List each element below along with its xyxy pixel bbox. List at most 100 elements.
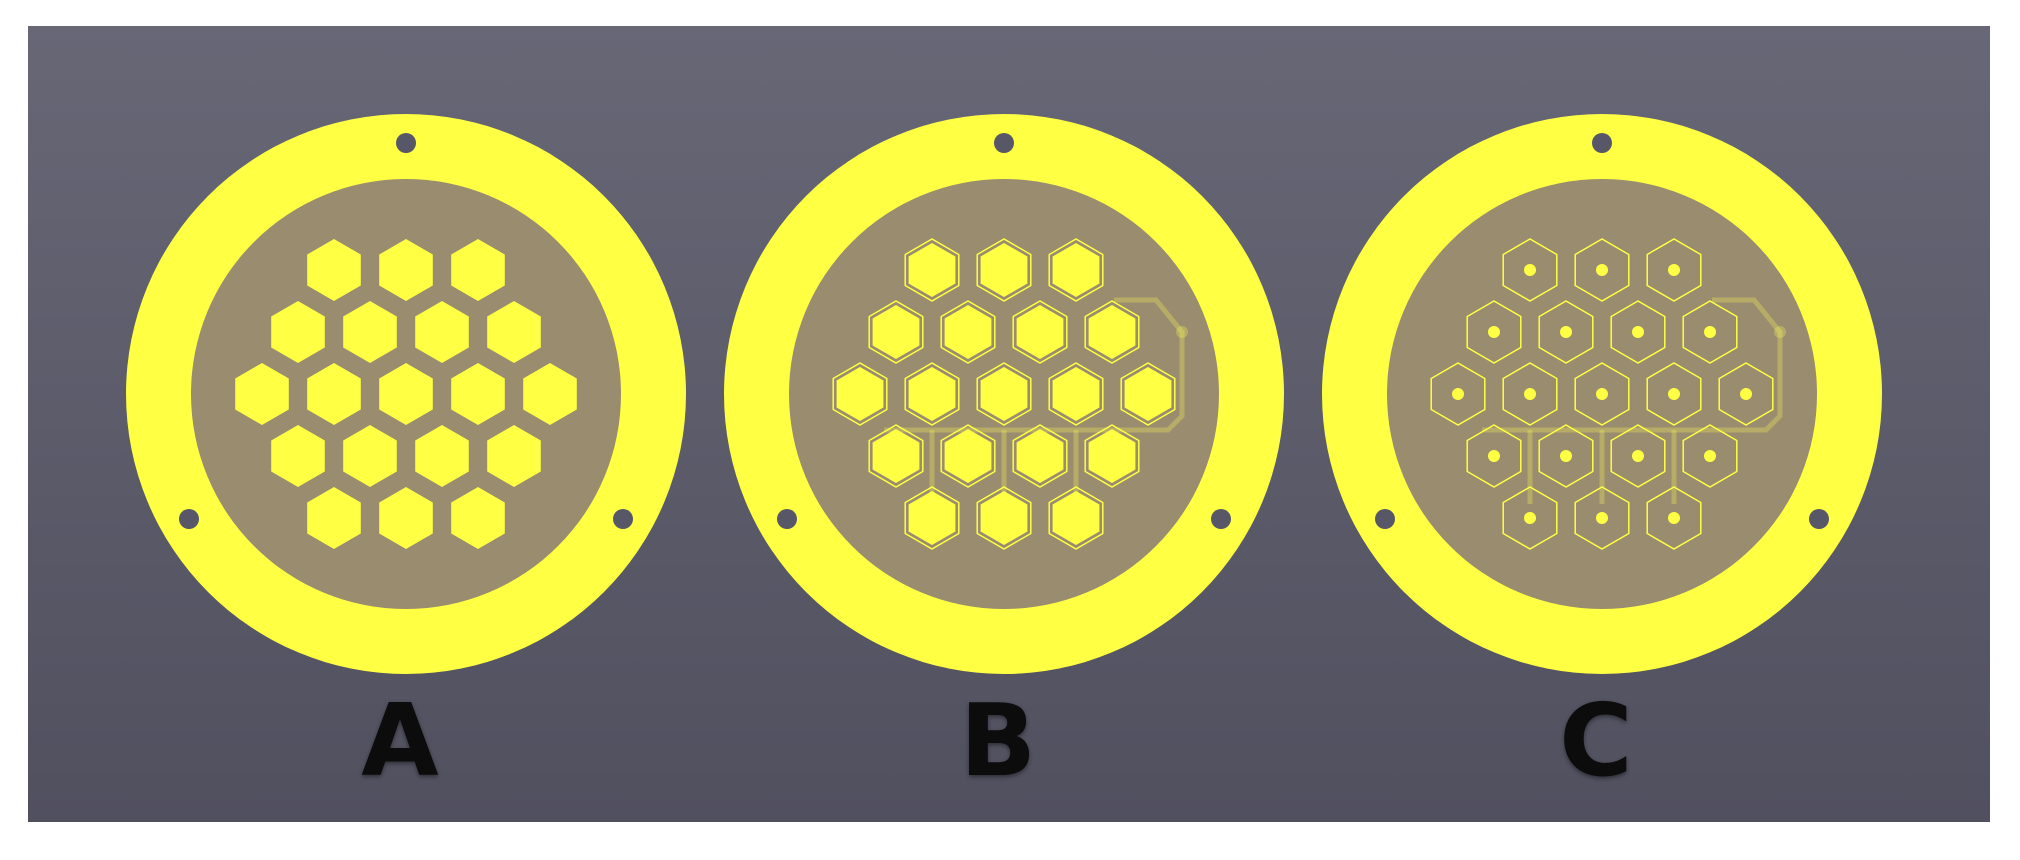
hex-cell: [343, 425, 397, 487]
hex-center-dot: [1524, 264, 1536, 276]
hex-center-dot: [1524, 512, 1536, 524]
hex-cell-outline: [1610, 300, 1666, 364]
hex-cell: [379, 363, 433, 425]
hex-cell-outline: [832, 362, 888, 426]
hex-cell-outline: [1682, 424, 1738, 488]
hex-cell: [1052, 491, 1100, 545]
hex-cell: [908, 243, 956, 297]
hex-cell-outline: [1538, 424, 1594, 488]
hex-cell-outline: [1646, 362, 1702, 426]
hex-center-dot: [1560, 326, 1572, 338]
hex-cell: [872, 429, 920, 483]
hex-center-dot: [1632, 450, 1644, 462]
hex-cell: [235, 363, 289, 425]
label-c: C: [1559, 682, 1633, 799]
diagram-board: [126, 114, 1882, 674]
mounting-hole: [1809, 509, 1829, 529]
hex-cell: [1016, 305, 1064, 359]
hex-cell-outline: [1574, 238, 1630, 302]
hex-cell-outline: [904, 486, 960, 550]
hex-cell-outline: [976, 238, 1032, 302]
plate-c: [1322, 114, 1882, 674]
hex-cell: [980, 491, 1028, 545]
plate-b: [724, 114, 1284, 674]
hex-cell-outline: [1646, 238, 1702, 302]
label-a: A: [361, 682, 439, 799]
hex-cell-outline: [904, 362, 960, 426]
hex-cell-outline: [1048, 238, 1104, 302]
hex-cell: [487, 301, 541, 363]
hex-center-dot: [1668, 388, 1680, 400]
hex-center-dot: [1452, 388, 1464, 400]
mounting-hole: [1592, 133, 1612, 153]
mounting-hole: [396, 133, 416, 153]
hex-cell-outline: [1430, 362, 1486, 426]
hex-cell: [415, 425, 469, 487]
hex-cell: [836, 367, 884, 421]
hex-center-dot: [1632, 326, 1644, 338]
hex-cell: [271, 425, 325, 487]
mounting-hole: [613, 509, 633, 529]
trace-node: [1176, 326, 1188, 338]
hex-cell-outline: [940, 424, 996, 488]
hex-cell-outline: [1610, 424, 1666, 488]
hex-cell: [980, 243, 1028, 297]
hex-cell: [451, 239, 505, 301]
hex-cell-outline: [868, 424, 924, 488]
hex-cell-outline: [904, 238, 960, 302]
hex-cell-outline: [1466, 424, 1522, 488]
hex-cell-outline: [1574, 362, 1630, 426]
mounting-hole: [994, 133, 1014, 153]
hex-cell: [307, 363, 361, 425]
hex-cell: [487, 425, 541, 487]
hex-center-dot: [1488, 326, 1500, 338]
trace-node: [1774, 326, 1786, 338]
hex-cell-outline: [1048, 362, 1104, 426]
hex-cell-outline: [1502, 486, 1558, 550]
hex-cell-outline: [1084, 424, 1140, 488]
hex-cell-outline: [976, 362, 1032, 426]
mounting-hole: [179, 509, 199, 529]
hex-cell: [1052, 243, 1100, 297]
hex-center-dot: [1704, 450, 1716, 462]
hex-cell: [307, 239, 361, 301]
hex-cell: [271, 301, 325, 363]
hex-cell: [1124, 367, 1172, 421]
hex-cell-outline: [940, 300, 996, 364]
hex-cell: [908, 491, 956, 545]
hex-center-dot: [1596, 388, 1608, 400]
hex-cell-outline: [1502, 238, 1558, 302]
hex-cell: [944, 305, 992, 359]
hex-center-dot: [1668, 264, 1680, 276]
hex-cell: [379, 239, 433, 301]
hex-cell: [1016, 429, 1064, 483]
hex-cell-outline: [1538, 300, 1594, 364]
hex-center-dot: [1524, 388, 1536, 400]
hex-center-dot: [1596, 264, 1608, 276]
hex-cell-outline: [1012, 300, 1068, 364]
hex-cell-outline: [976, 486, 1032, 550]
hex-center-dot: [1560, 450, 1572, 462]
hex-cell-outline: [1574, 486, 1630, 550]
hex-cell-outline: [1718, 362, 1774, 426]
hex-cell: [980, 367, 1028, 421]
hex-cell: [1052, 367, 1100, 421]
hex-cell: [523, 363, 577, 425]
hex-cell: [1088, 305, 1136, 359]
hex-cell-outline: [1084, 300, 1140, 364]
hex-center-dot: [1668, 512, 1680, 524]
plate-a: [126, 114, 686, 674]
hex-cell-outline: [1048, 486, 1104, 550]
hex-center-dot: [1740, 388, 1752, 400]
hex-center-dot: [1704, 326, 1716, 338]
hex-cell: [908, 367, 956, 421]
hex-cell: [451, 487, 505, 549]
hex-cell-outline: [868, 300, 924, 364]
hex-cell: [307, 487, 361, 549]
hex-cell-outline: [1120, 362, 1176, 426]
hex-cell: [872, 305, 920, 359]
hex-cell: [1088, 429, 1136, 483]
hex-center-dot: [1596, 512, 1608, 524]
hex-cell-outline: [1466, 300, 1522, 364]
label-b: B: [959, 682, 1037, 799]
